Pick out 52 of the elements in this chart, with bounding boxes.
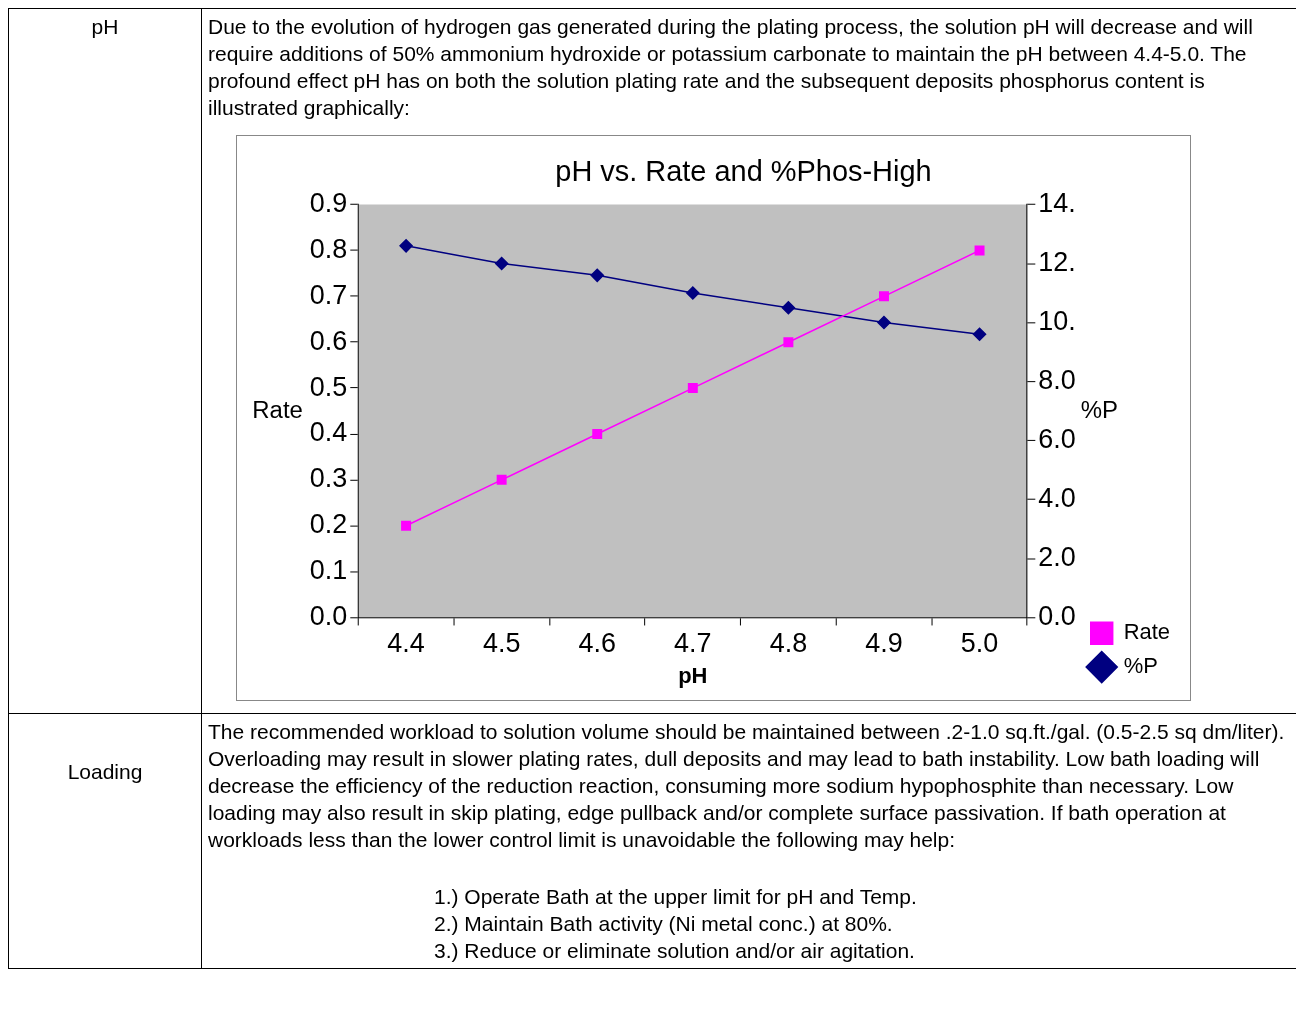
point [781, 301, 796, 315]
y-tick-label: 0.3 [309, 463, 348, 494]
text: The recommended workload to solution volume should be maintained between .2-1.0 sq.ft./gal. (0.5-2.5 sq dm/liter). Overloading may result in slower plating rates, dull deposits and may lead to bath instability. Low bath loading will decrease the efficiency of the reduction reaction, consuming more sodium hypophosphite than necessary. Low loading may also result in skip plating, edge pullback and/or complete surface passivation. If bath operation at workloads less than the lower control limit is unavoidable the following may help: [208, 719, 1286, 853]
x-axis-title: pH [678, 662, 708, 688]
text: pH [8, 8, 202, 714]
x-tick-label: 4.4 [387, 628, 425, 659]
y-tick-label: 0.4 [309, 417, 348, 448]
y2-tick-label: 0.0 [1038, 600, 1076, 631]
point [783, 337, 794, 348]
y-tick-label: 0.9 [309, 188, 348, 218]
y2-tick-label: 14. [1038, 188, 1076, 218]
y-tick-label: 0.7 [309, 279, 348, 310]
point [974, 245, 985, 256]
x-tick-label: 4.5 [482, 628, 521, 659]
point [687, 383, 698, 394]
legend-label: Rate [1123, 619, 1171, 645]
point [494, 256, 509, 271]
y2-tick-label: 8.0 [1038, 364, 1076, 395]
point [686, 286, 700, 300]
y2-tick-label: 12. [1038, 246, 1076, 277]
y-tick-label: 0.1 [309, 555, 348, 586]
x-tick-label: 4.8 [769, 628, 808, 659]
y-axis-title: Rate [252, 395, 303, 423]
text: Due to the evolution of hydrogen gas generated during the plating process, the solution pH will decrease and will require additions of 50% ammonium hydroxide or potassium carbonate to maintain the pH between 4.4-5.0. The profound effect pH has on both the solution plating rate and the subsequent deposits phosphorus content is illustrated graphically: [208, 14, 1254, 121]
y-tick-label: 0.6 [309, 325, 348, 356]
y2-tick-label: 10. [1038, 305, 1076, 336]
point [592, 428, 603, 439]
text: 1.) Operate Bath at the upper limit for pH and Temp. [434, 884, 918, 910]
point [399, 239, 413, 253]
y2-tick-label: 6.0 [1038, 423, 1076, 454]
chart-title: pH vs. Rate and %Phos-High [555, 155, 932, 188]
y2-axis-title: %P [1080, 395, 1119, 423]
point [877, 315, 891, 330]
point [590, 268, 604, 283]
y-tick-label: 0.8 [309, 233, 348, 264]
x-tick-label: 4.7 [674, 628, 712, 659]
point [401, 520, 412, 531]
y2-tick-label: 4.0 [1038, 482, 1076, 513]
legend-label: %P [1123, 653, 1158, 679]
y2-tick-label: 2.0 [1038, 541, 1076, 572]
x-tick-label: 4.6 [578, 628, 616, 659]
point [878, 291, 889, 302]
y-tick-label: 0.2 [309, 509, 348, 540]
point [496, 474, 507, 485]
point [972, 327, 987, 342]
text: 2.) Maintain Bath activity (Ni metal conc.) at 80%. [434, 911, 894, 937]
x-tick-label: 4.9 [865, 628, 903, 659]
text: Loading [8, 713, 202, 969]
x-tick-label: 5.0 [960, 628, 999, 659]
y-tick-label: 0.0 [309, 600, 348, 631]
y-tick-label: 0.5 [309, 371, 348, 402]
text: 3.) Reduce or eliminate solution and/or air agitation. [434, 938, 916, 964]
